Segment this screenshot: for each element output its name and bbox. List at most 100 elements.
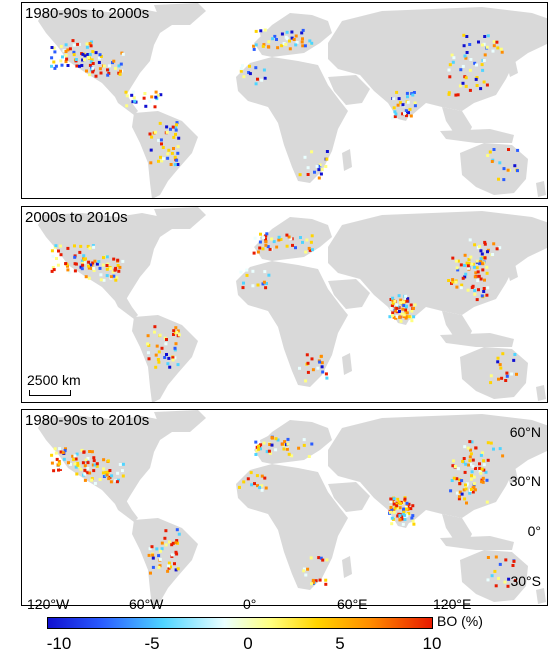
bo-cell-p1-110 [172,147,175,150]
bo-cell-p1-189 [317,168,321,172]
bo-cell-p2-116 [147,357,151,361]
bo-cell-p2-88 [173,348,177,352]
bo-cell-p3-188 [306,567,310,571]
bo-cell-p2-62 [87,264,90,268]
bo-cell-p3-337 [388,510,392,514]
panel-title-3: 1980-90s to 2010s [25,412,150,429]
bo-cell-p2-119 [171,358,175,362]
bo-cell-p1-154 [294,34,298,38]
bo-cell-p3-175 [258,486,262,490]
bo-cell-p2-350 [465,261,469,265]
bo-cell-p2-134 [256,250,260,254]
bo-cell-p3-213 [390,522,394,526]
land-arabia [328,482,370,512]
bo-cell-p2-281 [499,366,503,370]
bo-cell-p2-271 [498,363,502,367]
bo-cell-p1-55 [94,74,98,78]
bo-cell-p2-265 [451,278,455,282]
land-indonesia [440,333,514,347]
bo-cell-p1-141 [290,30,294,34]
bo-cell-p1-292 [465,35,469,38]
land-europe [254,13,332,57]
bo-cell-p1-224 [405,91,409,95]
bo-cell-p1-171 [247,71,251,74]
bo-cell-p2-24 [78,250,82,254]
bo-cell-p2-63 [112,257,116,261]
bo-cell-p3-71 [106,470,110,474]
bo-cell-p1-280 [513,164,517,168]
bo-cell-p2-126 [146,334,150,338]
bo-cell-p2-358 [478,262,482,266]
bo-cell-p1-167 [288,39,291,43]
bo-cell-p2-317 [391,301,395,305]
bo-cell-p3-310 [396,497,400,501]
bo-cell-p3-126 [151,556,155,560]
bo-cell-p2-161 [307,246,311,250]
bo-cell-p1-65 [91,66,95,70]
bo-cell-p2-324 [397,294,401,298]
bo-cell-p3-291 [481,451,484,455]
bo-cell-p3-271 [507,577,511,581]
bo-cell-p2-176 [245,268,249,272]
bo-cell-p2-280 [501,352,505,356]
lon-label-120w: 120°W [27,596,70,612]
bo-cell-p3-9 [69,462,72,466]
bo-cell-p2-225 [392,315,396,319]
bo-cell-p1-130 [280,32,284,36]
bo-cell-p2-287 [483,242,487,246]
bo-cell-p3-83 [115,480,119,484]
bo-cell-p1-266 [486,154,490,157]
bo-cell-p3-116 [164,529,168,533]
bo-cell-p3-275 [514,579,517,582]
bo-cell-p1-262 [454,93,458,97]
bo-cell-p1-0 [50,64,53,68]
bo-cell-p3-250 [463,497,467,501]
bo-cell-p3-237 [449,489,453,493]
land-central-america [115,93,138,115]
bo-cell-p2-13 [80,259,84,263]
bo-cell-p1-302 [159,93,163,97]
bo-cell-p1-143 [254,43,258,47]
bo-cell-p1-112 [176,145,180,149]
bo-cell-p3-163 [270,436,274,440]
colorbar-unit-label: BO (%) [437,613,483,629]
land-madagascar [342,353,352,375]
bo-cell-p3-96 [166,569,170,573]
bo-cell-p1-136 [300,31,304,35]
bo-cell-p2-345 [456,259,460,263]
bo-cell-p3-167 [257,447,261,451]
bo-cell-p2-93 [160,346,164,350]
bo-cell-p3-101 [158,549,162,553]
bo-cell-p1-303 [131,90,135,94]
bo-cell-p3-49 [92,469,96,473]
bo-cell-p2-68 [102,256,105,260]
bo-cell-p3-185 [302,567,306,571]
bo-cell-p1-107 [174,128,178,132]
bo-cell-p2-318 [390,314,394,317]
bo-cell-p3-148 [268,451,272,455]
bo-cell-p3-265 [485,500,489,504]
bo-cell-p2-285 [492,242,496,246]
bo-cell-p2-198 [298,366,301,370]
bo-cell-p2-341 [463,264,467,267]
bo-cell-p3-45 [53,447,57,451]
bo-cell-p1-24 [91,50,95,54]
bo-cell-p1-281 [497,177,500,181]
bo-cell-p3-136 [281,442,285,446]
bo-cell-p2-45 [59,244,62,248]
bo-cell-p3-280 [497,576,500,580]
bo-cell-p2-23 [92,245,96,249]
bo-cell-p2-201 [390,304,394,308]
bo-cell-p1-216 [392,106,396,110]
bo-cell-p3-336 [403,497,407,501]
bo-cell-p2-333 [402,304,406,307]
bo-cell-p3-262 [452,459,455,463]
bo-cell-p2-186 [305,353,309,357]
bo-cell-p2-135 [268,247,272,251]
bo-cell-p3-100 [158,557,162,561]
bo-cell-p1-166 [308,39,312,43]
bo-cell-p3-235 [468,491,472,495]
bo-cell-p1-117 [166,156,170,160]
bo-cell-p2-360 [455,266,459,270]
land-japan [506,259,518,281]
